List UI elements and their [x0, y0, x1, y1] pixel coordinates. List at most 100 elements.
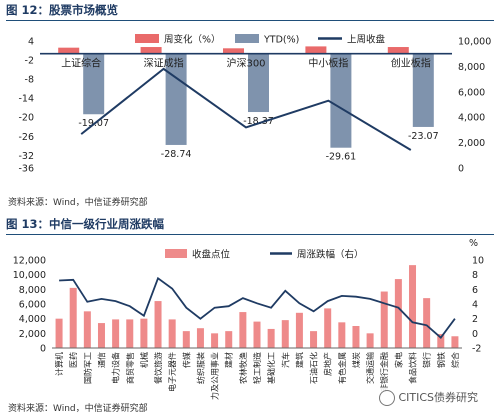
industry-label: 传媒 — [181, 352, 191, 368]
industry-label: 非银行金融 — [379, 352, 389, 392]
bar-close-level — [196, 328, 204, 348]
industry-label: 建筑 — [294, 352, 304, 368]
bar-close-level — [310, 331, 318, 348]
figure-13-source: 资料来源：Wind，中信证券研究部 — [8, 404, 148, 414]
right-tick-label: 0 — [472, 329, 478, 340]
legend-swatch-1 — [235, 34, 259, 43]
ytd-data-label: -23.07 — [408, 131, 439, 142]
industry-label: 汽车 — [280, 352, 290, 368]
left-tick-label: -14 — [18, 94, 34, 105]
bar-close-level — [182, 331, 190, 348]
figure-13-title: 图 13：中信一级行业周涨跌幅 — [6, 214, 494, 235]
industry-label: 商贸零售 — [125, 352, 135, 384]
bar-weekly-change — [140, 47, 162, 54]
bar-ytd — [248, 53, 269, 113]
bar-ytd — [83, 53, 105, 115]
bar-close-level — [409, 265, 417, 348]
bar-close-level — [451, 336, 459, 348]
industry-label: 基础化工 — [266, 352, 276, 384]
bar-close-level — [338, 322, 346, 348]
watermark: CITICS债券研究 — [375, 388, 482, 407]
bar-ytd — [330, 53, 352, 148]
left-tick-label: 6,000 — [19, 300, 46, 311]
right-tick-label: 2 — [472, 314, 478, 325]
industry-label: 电力设备 — [111, 352, 121, 384]
bar-weekly-change — [305, 46, 327, 54]
bar-close-level — [324, 308, 332, 348]
right-tick-label: 8,000 — [458, 62, 485, 73]
left-tick-label: -36 — [18, 164, 34, 175]
left-tick-label: 4 — [28, 37, 34, 48]
category-label: 中小板指 — [308, 57, 348, 70]
bar-close-level — [140, 318, 148, 348]
left-tick-label: -8 — [25, 75, 34, 86]
figure-12-title: 图 12：股票市场概览 — [6, 0, 494, 21]
left-tick-label: 10,000 — [13, 270, 46, 281]
bar-close-level — [281, 320, 289, 348]
bar-weekly-change — [387, 47, 409, 54]
bar-close-level — [154, 301, 162, 348]
industry-label: 电子元器件 — [167, 352, 177, 392]
bar-close-level — [352, 326, 360, 348]
line-weekly-change — [59, 276, 456, 340]
industry-label: 综合 — [450, 352, 460, 368]
right-tick-label: 6 — [472, 285, 478, 296]
industry-label: 机械 — [139, 352, 149, 368]
bar-close-level — [267, 328, 275, 348]
right-tick-label: -2 — [472, 344, 481, 355]
left-tick-label: 8,000 — [19, 285, 46, 296]
category-label: 上证综合 — [61, 57, 101, 70]
ytd-data-label: -28.74 — [161, 149, 192, 160]
bar-close-level — [83, 311, 91, 348]
bar-close-level — [168, 319, 176, 348]
industry-label: 食品饮料 — [408, 352, 418, 384]
legend-label-1: YTD(%) — [263, 35, 299, 46]
bar-close-level — [239, 312, 247, 348]
industry-label: 银行 — [422, 352, 432, 368]
industry-weekly-change-chart: 收盘点位 周涨跌幅（右） 12,000 10,000 8,000 6,000 4,000 2,… — [13, 238, 484, 400]
industry-label: 医药 — [68, 352, 78, 368]
bar-ytd — [165, 53, 187, 145]
bar-close-level — [225, 331, 233, 348]
bar-close-level — [55, 318, 63, 348]
bar-ytd — [412, 53, 434, 127]
industry-label: 有色金属 — [337, 352, 347, 384]
industry-label: 交通运输 — [365, 352, 375, 384]
industry-label: 通信 — [96, 352, 106, 368]
industry-label: 电力及公用事业 — [210, 352, 220, 400]
right-tick-label: 2,000 — [458, 138, 485, 149]
bar-weekly-change — [223, 48, 244, 54]
left-tick-label: -2 — [25, 56, 34, 67]
category-label: 创业板指 — [391, 57, 431, 70]
left-tick-label: 4,000 — [19, 314, 46, 325]
right-tick-label: 6,000 — [458, 87, 485, 98]
legend-swatch-0 — [135, 34, 159, 43]
right-tick-label: 0 — [458, 164, 464, 175]
bar-close-level — [394, 279, 402, 348]
bar-close-level — [295, 312, 303, 348]
industry-label: 轻工制造 — [252, 352, 262, 384]
right-tick-label: 8 — [472, 270, 478, 281]
left-tick-label: 12,000 — [13, 256, 46, 267]
bar-close-level — [97, 323, 105, 348]
wechat-icon — [379, 390, 396, 406]
bar-close-level — [366, 333, 374, 348]
industry-label: 餐饮旅游 — [153, 352, 163, 384]
right-axis-unit: % — [469, 238, 478, 249]
industry-label: 钢铁 — [436, 352, 446, 368]
left-tick-label: -26 — [18, 132, 34, 143]
left-tick-label: -32 — [18, 151, 34, 162]
right-tick-label: 10 — [472, 256, 484, 267]
industry-label: 家电 — [393, 352, 403, 368]
bar-close-level — [69, 287, 77, 348]
industry-label: 石油石化 — [309, 352, 319, 384]
left-tick-label: -20 — [18, 113, 34, 124]
watermark-text: CITICS债券研究 — [398, 391, 478, 404]
industry-label: 纺织服装 — [195, 352, 205, 384]
bar-close-level — [112, 319, 120, 348]
industry-label: 农林牧渔 — [238, 352, 248, 384]
left-tick-label: 2,000 — [19, 329, 46, 340]
industry-label: 房地产 — [323, 352, 333, 376]
ytd-data-label: -18.37 — [243, 116, 274, 127]
industry-label: 煤炭 — [351, 352, 361, 368]
